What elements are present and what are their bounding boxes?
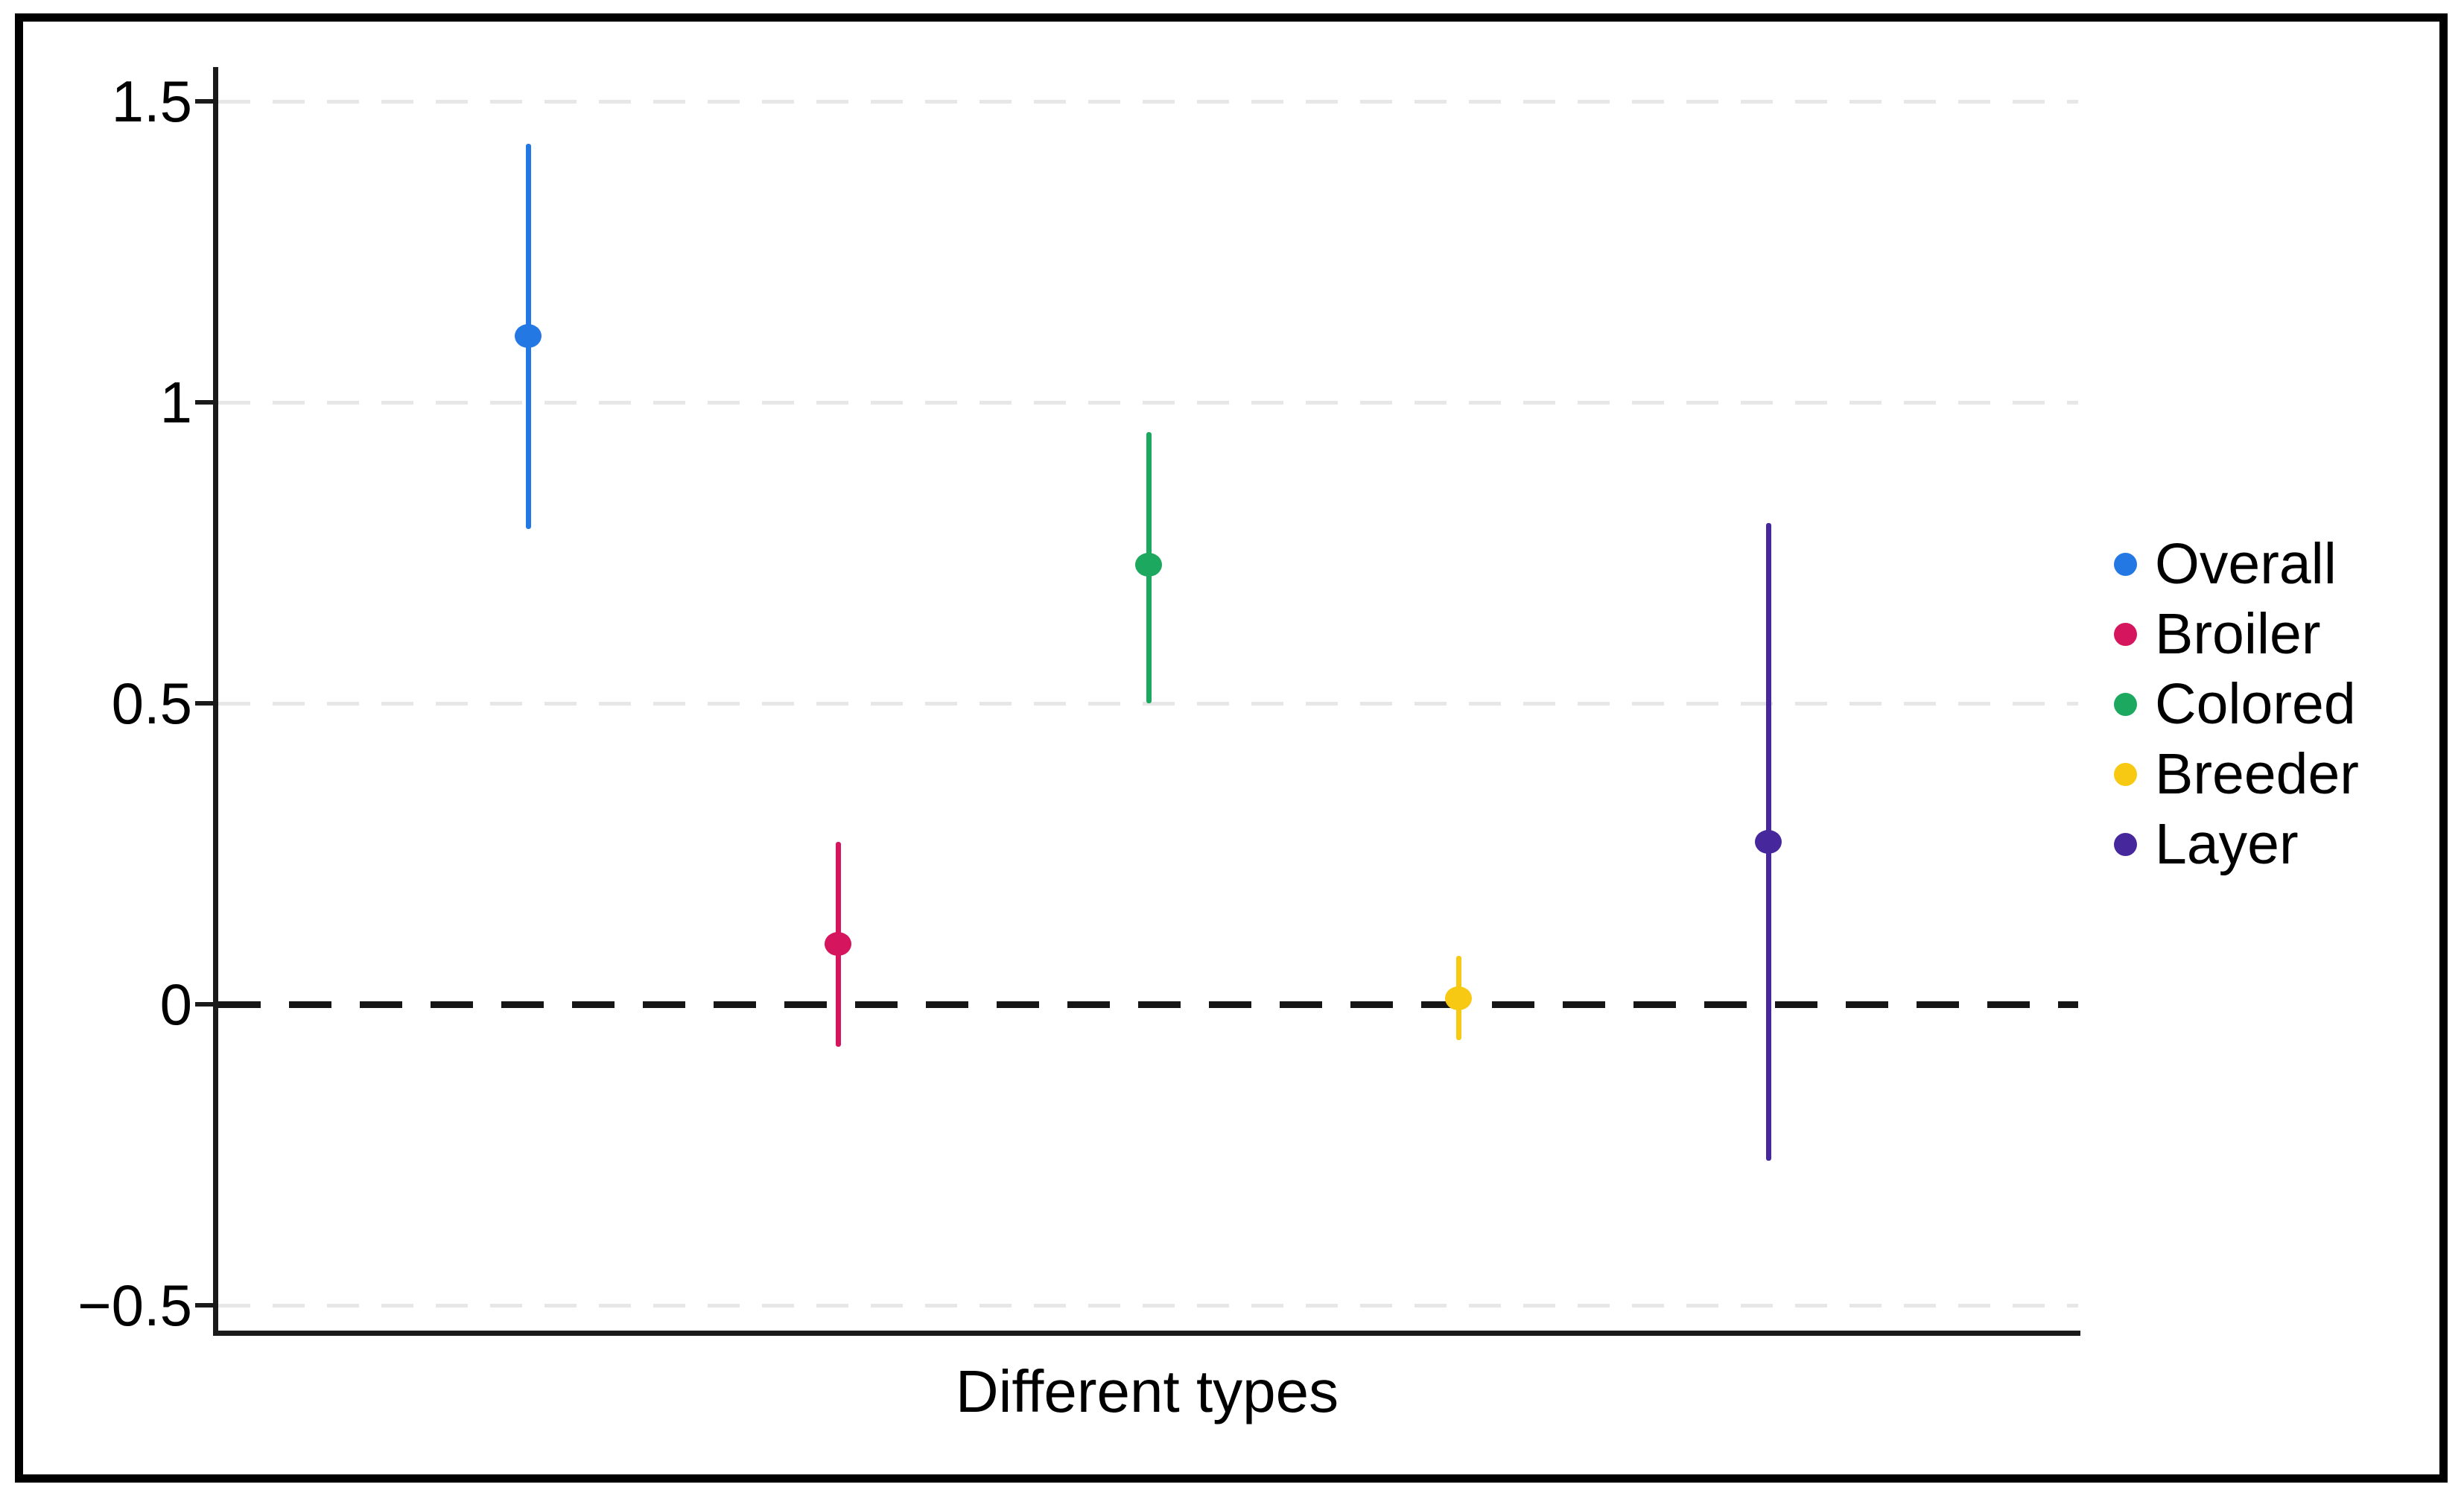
legend-marker-icon xyxy=(2114,692,2137,716)
y-tick xyxy=(195,1303,216,1308)
legend-item-broiler: Broiler xyxy=(2114,599,2359,669)
y-tick-label: 0 xyxy=(159,972,192,1037)
zero-reference-line xyxy=(218,1001,2078,1008)
legend-item-breeder: Breeder xyxy=(2114,739,2359,809)
legend-marker-icon xyxy=(2114,622,2137,646)
y-tick-label: 0.5 xyxy=(111,671,192,736)
legend: Overall Broiler Colored Breeder Layer xyxy=(2114,529,2359,879)
point-marker-broiler xyxy=(825,932,851,956)
legend-marker-icon xyxy=(2114,762,2137,786)
legend-label: Colored xyxy=(2155,671,2356,736)
legend-label: Overall xyxy=(2155,531,2337,596)
legend-item-layer: Layer xyxy=(2114,809,2359,879)
y-tick-label: 1 xyxy=(159,370,192,435)
x-axis-title: Different types xyxy=(955,1358,1339,1424)
y-tick xyxy=(195,701,216,706)
gridline-y-0.5 xyxy=(218,702,2078,706)
gridline-y-1 xyxy=(218,401,2078,405)
y-tick xyxy=(195,400,216,405)
y-tick-label: −0.5 xyxy=(77,1272,192,1338)
legend-marker-icon xyxy=(2114,552,2137,576)
y-tick xyxy=(195,1002,216,1007)
y-tick xyxy=(195,99,216,104)
point-marker-colored xyxy=(1135,553,1162,577)
y-axis-line xyxy=(213,67,218,1335)
legend-label: Layer xyxy=(2155,811,2299,876)
legend-item-overall: Overall xyxy=(2114,529,2359,599)
point-marker-layer xyxy=(1755,830,1782,854)
legend-marker-icon xyxy=(2114,832,2137,856)
legend-item-colored: Colored xyxy=(2114,669,2359,739)
legend-label: Breeder xyxy=(2155,741,2359,806)
gridline-y-−0.5 xyxy=(218,1304,2078,1308)
point-marker-breeder xyxy=(1445,986,1472,1010)
legend-label: Broiler xyxy=(2155,601,2321,666)
y-tick-label: 1.5 xyxy=(111,69,192,134)
point-marker-overall xyxy=(515,324,542,348)
x-axis-line xyxy=(213,1331,2080,1336)
gridline-y-1.5 xyxy=(218,100,2078,104)
